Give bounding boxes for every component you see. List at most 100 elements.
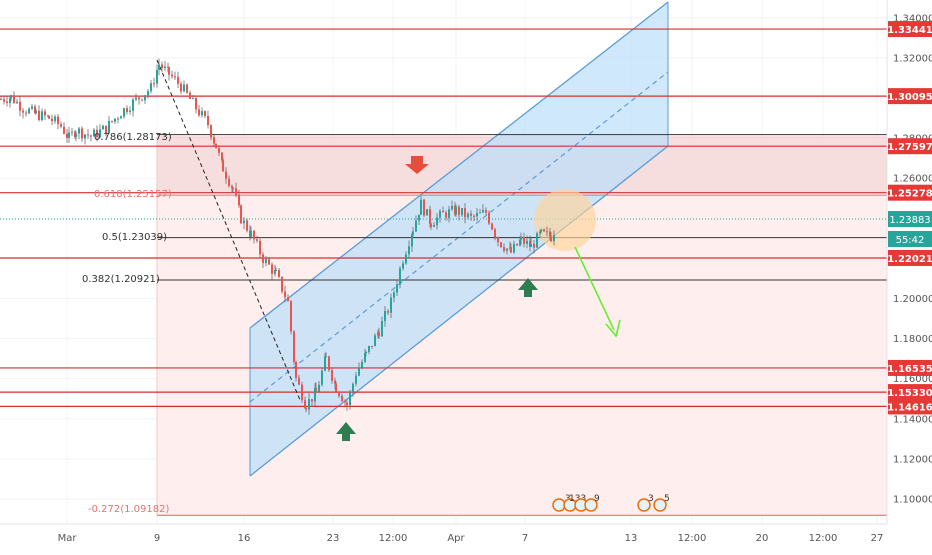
event-badges[interactable]: 3 133 9 3 5 <box>552 494 670 512</box>
candle-body <box>225 171 227 179</box>
candle-body <box>168 67 170 75</box>
candle-body <box>28 108 30 114</box>
candle-body <box>519 239 521 246</box>
horizontal-levels <box>0 28 887 408</box>
candle-body <box>365 351 367 354</box>
event-badge-count: 5 <box>664 494 670 504</box>
candle-body <box>328 356 330 371</box>
candle-body <box>158 64 160 70</box>
candle-body <box>520 236 522 240</box>
candle-body <box>22 110 24 113</box>
candle-body <box>305 408 307 410</box>
candle-body <box>433 225 435 227</box>
candle-body <box>38 110 40 121</box>
candle-body <box>516 243 518 246</box>
candle-body <box>315 387 317 392</box>
candle-body <box>221 152 223 161</box>
price-tick-label: 1.14000 <box>893 414 932 425</box>
candle-body <box>41 111 43 121</box>
candle-body <box>364 353 366 362</box>
candle-body <box>16 101 18 103</box>
candle-body <box>256 239 258 241</box>
candle-body <box>253 230 255 240</box>
candle-body <box>232 188 234 190</box>
candle-body <box>0 99 2 101</box>
candle-body <box>470 213 472 216</box>
candle-body <box>126 108 128 112</box>
candle-body <box>44 111 46 116</box>
candle-body <box>553 235 555 242</box>
candle-body <box>381 321 383 337</box>
candle-body <box>445 212 447 218</box>
level-label-text: 1.33441 <box>887 25 932 36</box>
candle-body <box>129 110 131 112</box>
candle-body <box>539 232 541 234</box>
candle-body <box>156 69 158 84</box>
candle-body <box>278 270 280 277</box>
candle-body <box>503 247 505 251</box>
flag-icon <box>584 498 598 512</box>
candle-body <box>192 98 194 100</box>
candle-body <box>349 391 351 406</box>
candle-body <box>265 259 267 263</box>
event-badge-group-2[interactable]: 3 5 <box>637 494 670 512</box>
candle-body <box>48 115 50 119</box>
candle-body <box>250 230 252 237</box>
level-price-labels: 1.33441 1.30095 1.27597 1.25278 1.22021 1.165… <box>887 21 932 415</box>
candle-body <box>526 240 528 244</box>
candle-body <box>215 143 217 149</box>
candle-body <box>543 229 545 232</box>
candle-body <box>393 292 395 298</box>
last-price-text: 1.23883 <box>889 215 930 226</box>
time-axis[interactable]: Mar 9 16 23 12:00 Apr 7 13 12:00 20 12:00 27 <box>58 533 884 544</box>
candle-body <box>536 233 538 248</box>
level-label-text: 1.30095 <box>887 92 932 103</box>
candle-body <box>467 213 469 218</box>
fib-label-0786: 0.786(1.28173) <box>94 132 172 143</box>
candle-body <box>346 402 348 406</box>
event-badge-count: 9 <box>594 494 600 504</box>
event-badge-count: 133 <box>569 494 586 504</box>
event-badge-count: 3 <box>648 494 654 504</box>
fib-label-0618: 0.618(1.25157) <box>94 189 172 200</box>
candle-body <box>210 125 212 138</box>
candle-body <box>476 212 478 217</box>
candle-body <box>71 131 73 133</box>
candle-body <box>78 128 80 134</box>
candle-body <box>402 263 404 269</box>
candle-body <box>275 270 277 272</box>
candle-body <box>60 124 62 127</box>
candle-body <box>25 112 27 114</box>
candle-body <box>204 111 206 117</box>
time-tick-label: 12:00 <box>678 533 707 544</box>
candle-body <box>167 66 169 68</box>
flag-icon <box>637 498 651 512</box>
price-tick-label: 1.20000 <box>893 294 932 305</box>
candle-body <box>387 310 389 313</box>
candle-body <box>123 108 125 117</box>
candle-body <box>9 98 11 103</box>
candle-body <box>243 220 245 224</box>
event-badge-group-1[interactable]: 3 133 9 <box>552 494 600 512</box>
candle-body <box>488 212 490 224</box>
price-tick-label: 1.10000 <box>893 494 932 505</box>
fib-label-0382: 0.382(1.20921) <box>82 274 160 285</box>
candle-body <box>430 223 432 227</box>
candle-body <box>164 66 166 68</box>
candle-body <box>415 220 417 232</box>
candle-body <box>268 259 270 265</box>
candle-body <box>96 129 98 138</box>
candle-body <box>81 128 83 139</box>
candle-body <box>482 210 484 213</box>
level-label-bg <box>888 384 932 401</box>
candle-body <box>461 208 463 215</box>
candle-body <box>35 110 37 114</box>
candle-body <box>183 84 185 92</box>
candle-body <box>105 125 107 134</box>
candle-body <box>228 178 230 186</box>
projection-arrow-icon <box>574 246 615 331</box>
flag-icon <box>653 498 667 512</box>
candle-body <box>153 83 155 85</box>
up-arrow-icon <box>336 422 356 441</box>
